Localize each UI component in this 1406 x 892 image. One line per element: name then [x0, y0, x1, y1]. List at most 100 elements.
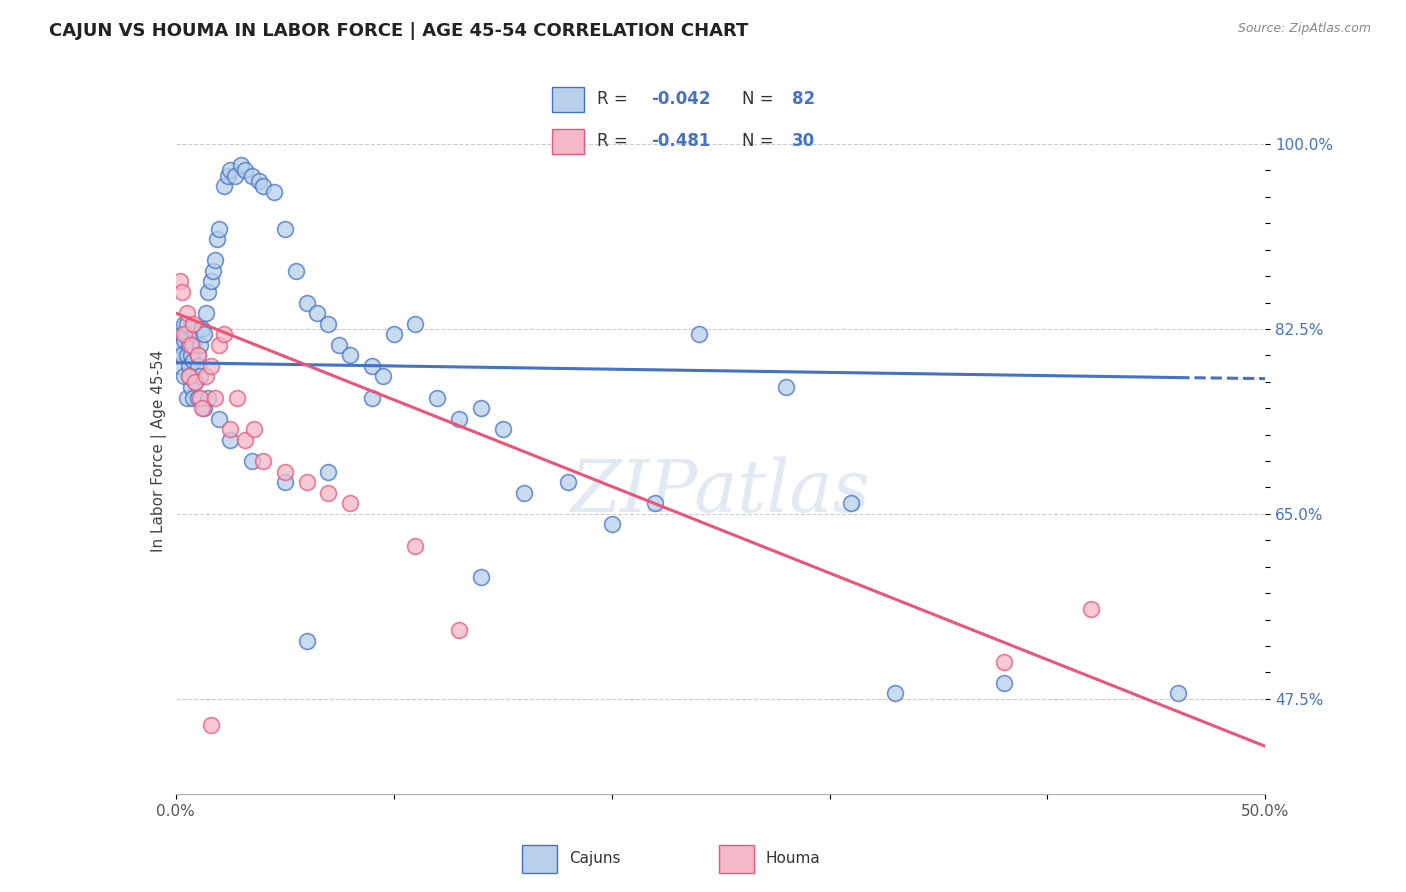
Point	[186, 359, 209, 373]
Point	[274, 475, 297, 490]
Point	[188, 391, 211, 405]
Point	[231, 158, 253, 172]
Point	[180, 338, 202, 352]
Point	[371, 369, 394, 384]
Point	[186, 348, 209, 362]
Point	[195, 306, 218, 320]
Point	[600, 517, 623, 532]
Point	[318, 485, 340, 500]
Point	[492, 422, 515, 436]
Point	[177, 359, 200, 373]
FancyBboxPatch shape	[522, 845, 557, 872]
Point	[201, 264, 224, 278]
Point	[188, 338, 211, 352]
Point	[217, 169, 239, 183]
Point	[191, 322, 214, 336]
Point	[173, 333, 195, 347]
Point	[247, 174, 270, 188]
Text: ZIPatlas: ZIPatlas	[571, 457, 870, 527]
Point	[193, 327, 215, 342]
Point	[219, 422, 242, 436]
Text: R =: R =	[598, 132, 633, 151]
Point	[172, 327, 194, 342]
Text: -0.481: -0.481	[651, 132, 710, 151]
Point	[318, 465, 340, 479]
Point	[295, 295, 318, 310]
Point	[172, 348, 194, 362]
Point	[180, 322, 202, 336]
Y-axis label: In Labor Force | Age 45-54: In Labor Force | Age 45-54	[152, 350, 167, 551]
Point	[252, 454, 274, 468]
Point	[426, 391, 449, 405]
Point	[208, 411, 231, 425]
Point	[176, 306, 198, 320]
Point	[181, 338, 204, 352]
Point	[295, 475, 318, 490]
Point	[193, 401, 215, 416]
FancyBboxPatch shape	[553, 129, 585, 154]
Point	[360, 359, 382, 373]
Point	[188, 369, 211, 384]
Text: 30: 30	[793, 132, 815, 151]
Point	[1167, 686, 1189, 700]
Point	[447, 411, 470, 425]
Point	[318, 317, 340, 331]
Point	[284, 264, 307, 278]
Point	[513, 485, 536, 500]
Point	[181, 353, 204, 368]
Point	[204, 253, 226, 268]
Point	[208, 338, 231, 352]
Point	[263, 185, 285, 199]
FancyBboxPatch shape	[718, 845, 754, 872]
Point	[176, 327, 198, 342]
Point	[200, 274, 222, 288]
Text: CAJUN VS HOUMA IN LABOR FORCE | AGE 45-54 CORRELATION CHART: CAJUN VS HOUMA IN LABOR FORCE | AGE 45-5…	[49, 22, 748, 40]
Point	[688, 327, 710, 342]
Point	[235, 433, 257, 447]
Text: N =: N =	[742, 89, 779, 108]
Point	[184, 327, 207, 342]
Point	[173, 327, 195, 342]
Point	[184, 375, 207, 389]
Point	[176, 348, 198, 362]
Point	[167, 348, 190, 362]
Point	[204, 391, 226, 405]
Text: Source: ZipAtlas.com: Source: ZipAtlas.com	[1237, 22, 1371, 36]
Point	[274, 221, 297, 235]
Point	[169, 359, 191, 373]
Point	[169, 338, 191, 352]
Point	[295, 633, 318, 648]
Point	[307, 306, 329, 320]
Point	[884, 686, 907, 700]
Point	[775, 380, 797, 394]
Point	[219, 163, 242, 178]
Point	[200, 718, 222, 732]
Point	[197, 285, 219, 299]
Point	[240, 454, 263, 468]
Point	[212, 179, 235, 194]
Point	[205, 232, 228, 246]
Point	[252, 179, 274, 194]
Point	[225, 391, 247, 405]
Point	[184, 375, 207, 389]
Point	[177, 338, 200, 352]
Point	[200, 359, 222, 373]
Text: 82: 82	[793, 89, 815, 108]
Point	[172, 285, 194, 299]
Text: N =: N =	[742, 132, 779, 151]
Point	[181, 391, 204, 405]
Point	[173, 369, 195, 384]
Point	[195, 369, 218, 384]
Point	[212, 327, 235, 342]
Point	[235, 163, 257, 178]
Point	[405, 317, 427, 331]
FancyBboxPatch shape	[553, 87, 585, 112]
Text: R =: R =	[598, 89, 633, 108]
Point	[177, 369, 200, 384]
Point	[339, 348, 361, 362]
Point	[360, 391, 382, 405]
Point	[339, 496, 361, 510]
Point	[173, 317, 195, 331]
Point	[177, 369, 200, 384]
Point	[841, 496, 863, 510]
